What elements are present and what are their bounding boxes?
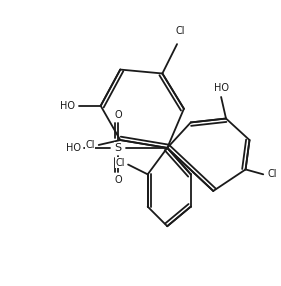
Text: HO: HO (214, 83, 229, 93)
Text: O: O (114, 175, 122, 185)
Text: Cl: Cl (85, 140, 95, 150)
Text: Cl: Cl (175, 26, 185, 36)
Text: HO: HO (66, 143, 81, 153)
Text: O: O (114, 110, 122, 120)
Text: Cl: Cl (267, 169, 277, 179)
Text: Cl: Cl (116, 158, 125, 168)
Text: HO: HO (60, 101, 75, 111)
Text: S: S (115, 143, 122, 153)
